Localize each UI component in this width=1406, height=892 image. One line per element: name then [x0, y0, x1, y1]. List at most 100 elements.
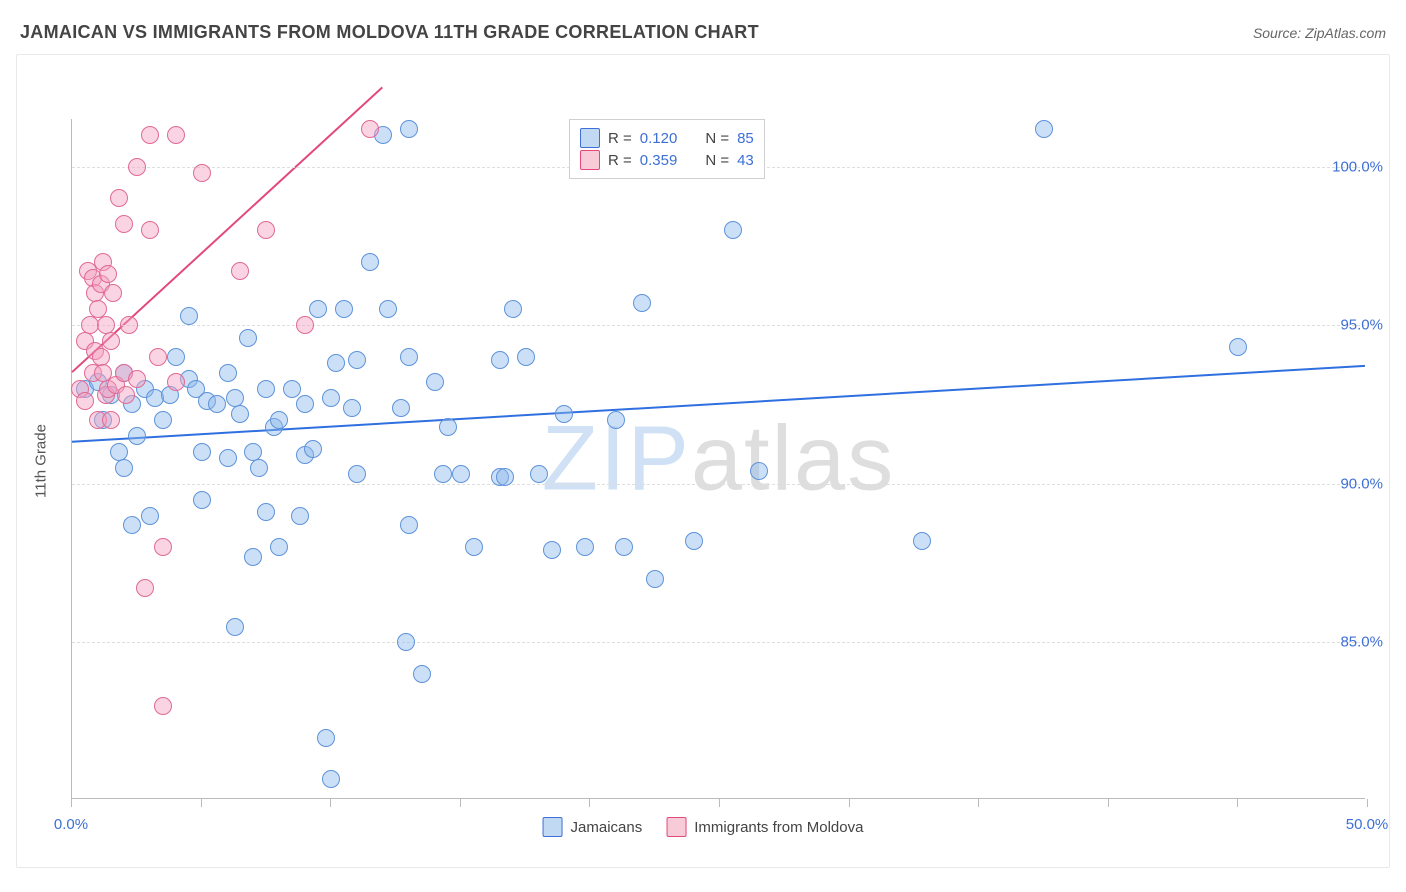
scatter-point: [439, 418, 457, 436]
scatter-point: [244, 548, 262, 566]
x-tick-mark: [978, 799, 979, 807]
x-tick-mark: [330, 799, 331, 807]
grid-line: [72, 325, 1365, 326]
y-tick-label: 95.0%: [1340, 317, 1383, 334]
scatter-point: [128, 427, 146, 445]
scatter-point: [167, 373, 185, 391]
y-tick-label: 100.0%: [1332, 158, 1383, 175]
scatter-point: [154, 411, 172, 429]
x-tick-mark: [589, 799, 590, 807]
scatter-point: [400, 516, 418, 534]
scatter-point: [291, 507, 309, 525]
legend-series-item: Immigrants from Moldova: [666, 817, 863, 837]
scatter-point: [348, 465, 366, 483]
y-axis-label: 11th Grade: [33, 424, 50, 498]
x-tick-mark: [719, 799, 720, 807]
scatter-point: [102, 332, 120, 350]
scatter-point: [99, 265, 117, 283]
legend-r-value: 0.359: [640, 152, 678, 169]
legend-correlation: R = 0.120 N = 85R = 0.359 N = 43: [569, 119, 765, 179]
scatter-point: [296, 395, 314, 413]
scatter-point: [128, 370, 146, 388]
x-tick-mark: [1367, 799, 1368, 807]
legend-r-label: R =: [608, 130, 632, 147]
scatter-point: [413, 665, 431, 683]
source-attribution: Source: ZipAtlas.com: [1253, 25, 1386, 41]
scatter-point: [219, 449, 237, 467]
legend-r-value: 0.120: [640, 130, 678, 147]
legend-n-label: N =: [705, 130, 729, 147]
scatter-point: [361, 253, 379, 271]
x-tick-mark: [1237, 799, 1238, 807]
scatter-point: [633, 294, 651, 312]
legend-series: Jamaicans Immigrants from Moldova: [543, 817, 864, 837]
legend-n-value: 43: [737, 152, 754, 169]
x-tick-label: 0.0%: [54, 816, 88, 833]
scatter-point: [348, 351, 366, 369]
scatter-point: [136, 579, 154, 597]
scatter-point: [115, 459, 133, 477]
scatter-point: [231, 262, 249, 280]
legend-correlation-row: R =0.359N =43: [580, 150, 754, 170]
scatter-point: [270, 411, 288, 429]
scatter-point: [615, 538, 633, 556]
scatter-point: [750, 462, 768, 480]
scatter-point: [149, 348, 167, 366]
scatter-point: [426, 373, 444, 391]
scatter-point: [724, 221, 742, 239]
scatter-point: [1229, 338, 1247, 356]
scatter-point: [913, 532, 931, 550]
scatter-point: [646, 570, 664, 588]
scatter-point: [180, 307, 198, 325]
scatter-point: [154, 697, 172, 715]
scatter-point: [685, 532, 703, 550]
scatter-point: [343, 399, 361, 417]
scatter-point: [304, 440, 322, 458]
watermark-atlas: atlas: [691, 407, 895, 509]
scatter-point: [219, 364, 237, 382]
source-name: ZipAtlas.com: [1305, 25, 1386, 41]
scatter-point: [102, 411, 120, 429]
legend-n-label: N =: [705, 152, 729, 169]
scatter-point: [283, 380, 301, 398]
scatter-point: [141, 126, 159, 144]
scatter-point: [270, 538, 288, 556]
scatter-point: [555, 405, 573, 423]
scatter-point: [208, 395, 226, 413]
x-tick-mark: [460, 799, 461, 807]
y-tick-label: 85.0%: [1340, 634, 1383, 651]
scatter-point: [400, 348, 418, 366]
scatter-point: [465, 538, 483, 556]
legend-n-value: 85: [737, 130, 754, 147]
legend-series-label: Immigrants from Moldova: [694, 819, 863, 836]
scatter-point: [76, 392, 94, 410]
legend-series-label: Jamaicans: [571, 819, 643, 836]
scatter-point: [322, 770, 340, 788]
scatter-point: [543, 541, 561, 559]
scatter-point: [335, 300, 353, 318]
plot-area: ZIPatlas: [71, 119, 1365, 799]
scatter-point: [117, 386, 135, 404]
scatter-point: [104, 284, 122, 302]
legend-series-item: Jamaicans: [543, 817, 643, 837]
legend-correlation-row: R = 0.120 N = 85: [580, 128, 754, 148]
scatter-point: [257, 503, 275, 521]
scatter-point: [322, 389, 340, 407]
legend-swatch: [543, 817, 563, 837]
scatter-point: [392, 399, 410, 417]
scatter-point: [379, 300, 397, 318]
legend-swatch: [580, 150, 600, 170]
scatter-point: [231, 405, 249, 423]
scatter-point: [110, 189, 128, 207]
scatter-point: [120, 316, 138, 334]
scatter-point: [128, 158, 146, 176]
x-tick-mark: [1108, 799, 1109, 807]
scatter-point: [141, 221, 159, 239]
scatter-point: [530, 465, 548, 483]
scatter-point: [193, 491, 211, 509]
grid-line: [72, 484, 1365, 485]
title-row: JAMAICAN VS IMMIGRANTS FROM MOLDOVA 11TH…: [20, 22, 1386, 43]
scatter-point: [434, 465, 452, 483]
scatter-point: [400, 120, 418, 138]
scatter-point: [257, 221, 275, 239]
